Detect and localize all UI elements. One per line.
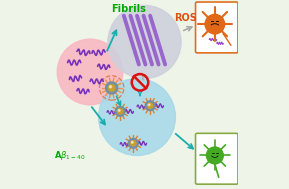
Circle shape [148, 104, 150, 106]
Circle shape [145, 101, 155, 111]
Circle shape [147, 103, 153, 108]
Text: ROS: ROS [174, 13, 197, 22]
Circle shape [108, 85, 115, 91]
Circle shape [128, 138, 138, 148]
Circle shape [108, 5, 181, 79]
Circle shape [205, 14, 225, 34]
Circle shape [118, 110, 120, 111]
Circle shape [110, 86, 112, 88]
Circle shape [57, 39, 123, 105]
Text: Fibrils: Fibrils [111, 4, 146, 14]
Circle shape [99, 79, 175, 156]
Circle shape [206, 147, 223, 164]
Text: A$\beta_{1-40}$: A$\beta_{1-40}$ [55, 149, 86, 162]
FancyBboxPatch shape [196, 2, 238, 53]
Circle shape [106, 82, 118, 94]
Circle shape [131, 141, 133, 143]
Circle shape [115, 107, 125, 116]
Circle shape [117, 109, 123, 114]
FancyBboxPatch shape [196, 133, 238, 184]
Circle shape [131, 141, 136, 146]
